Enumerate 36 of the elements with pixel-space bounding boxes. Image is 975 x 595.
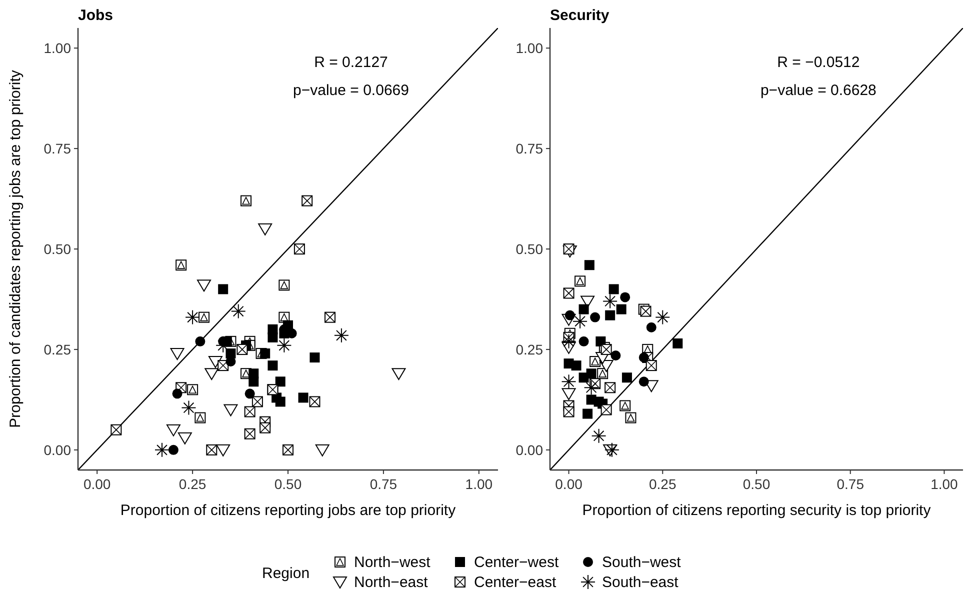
x-tick-label: 0.25: [649, 476, 676, 492]
y-tick-label: 0.00: [44, 442, 72, 458]
x-axis-title: Proportion of citizens reporting security is top priority: [582, 502, 932, 519]
y-axis-title: Proportion of candidates reporting jobs are top priority: [7, 70, 24, 428]
y-tick-label: 0.25: [516, 341, 544, 358]
x-tick-label: 0.75: [836, 476, 864, 492]
y-tick-label: 1.00: [516, 40, 544, 56]
y-tick-label: 0.25: [44, 341, 72, 358]
annotation: p−value = 0.6628: [760, 82, 876, 99]
y-tick-label: 0.50: [516, 241, 544, 257]
legend-label: North−west: [354, 554, 432, 571]
x-tick-label: 0.50: [742, 476, 770, 492]
legend-label: Center−west: [474, 554, 560, 571]
legend-label: North−east: [354, 574, 429, 591]
legend-label: South−east: [602, 574, 680, 591]
x-tick-label: 0.00: [83, 476, 111, 492]
legend-label: Center−east: [474, 574, 557, 591]
annotation: R = 0.2127: [314, 54, 388, 71]
y-tick-label: 1.00: [44, 40, 72, 56]
annotation: R = −0.0512: [777, 54, 860, 71]
x-tick-label: 1.00: [465, 476, 493, 492]
y-tick-label: 0.75: [44, 140, 72, 157]
x-tick-label: 0.75: [370, 476, 398, 492]
chart-title: Security: [550, 7, 610, 24]
y-tick-label: 0.75: [516, 140, 544, 157]
legend-label: South−west: [602, 554, 682, 571]
x-tick-label: 0.25: [178, 476, 206, 492]
legend-title: Region: [262, 565, 310, 582]
annotation: p−value = 0.0669: [293, 82, 409, 99]
x-axis-title: Proportion of citizens reporting jobs are top priority: [120, 502, 456, 519]
y-tick-label: 0.50: [44, 241, 72, 257]
x-tick-label: 0.50: [274, 476, 302, 492]
y-tick-label: 0.00: [516, 442, 544, 458]
x-tick-label: 1.00: [930, 476, 958, 492]
chart-title: Jobs: [78, 7, 114, 24]
x-tick-label: 0.00: [555, 476, 583, 492]
